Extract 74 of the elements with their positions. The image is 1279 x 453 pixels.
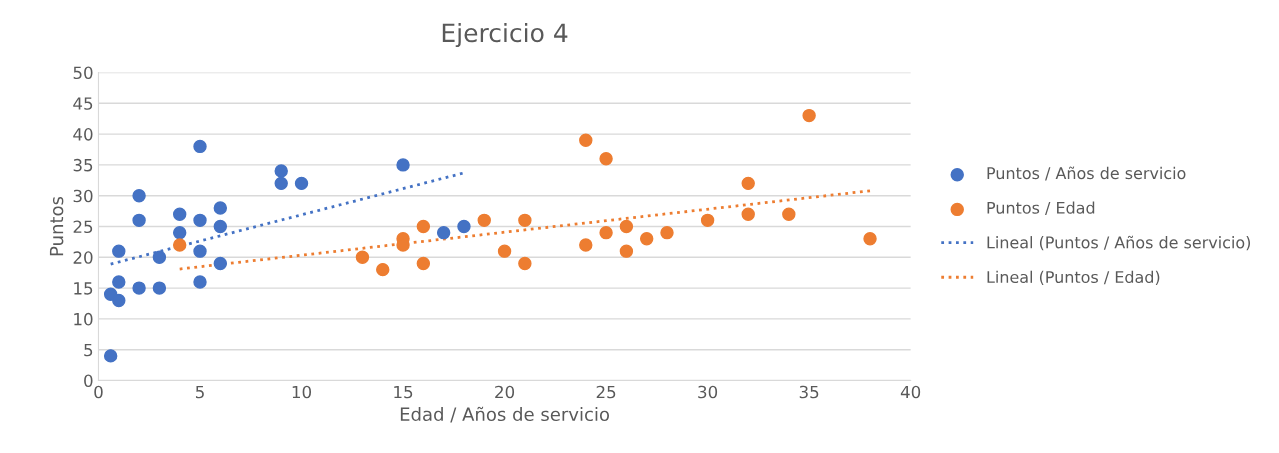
- point: [193, 213, 207, 228]
- point: [782, 207, 796, 221]
- point: [274, 176, 288, 191]
- point: [599, 152, 613, 166]
- point: [416, 256, 431, 271]
- point: [497, 244, 512, 258]
- point: [132, 188, 146, 203]
- point: [619, 244, 634, 258]
- y-tick-label: 10: [74, 312, 93, 326]
- y-tick-label: 15: [74, 282, 93, 295]
- x-axis-title: Edad / Años de servicio: [400, 406, 610, 423]
- y-tick-label: 50: [73, 66, 93, 80]
- point: [416, 219, 431, 234]
- x-tick-label: 10: [292, 385, 312, 399]
- point: [619, 219, 634, 234]
- x-tick-label: 0: [94, 385, 103, 399]
- y-tick-label: 40: [73, 128, 93, 141]
- point: [132, 281, 146, 295]
- point: [172, 207, 187, 221]
- x-tick-label: 20: [495, 385, 515, 399]
- point: [112, 244, 126, 258]
- point: [660, 225, 674, 240]
- point: [579, 238, 593, 252]
- point: [355, 250, 370, 265]
- point: [172, 238, 187, 252]
- point: [193, 139, 207, 154]
- legend-label: Puntos / Años de servicio: [987, 166, 1186, 181]
- x-tick-label: 35: [799, 385, 819, 399]
- legend-label: Lineal (Puntos / Edad): [987, 270, 1160, 285]
- y-tick-label: 30: [73, 189, 93, 203]
- y-tick-label: 25: [73, 220, 93, 234]
- point: [193, 275, 207, 289]
- y-tick-label: 35: [73, 158, 93, 172]
- point: [294, 176, 309, 191]
- point: [274, 164, 288, 178]
- chart-title: Ejercicio 4: [442, 22, 568, 48]
- point: [599, 225, 613, 240]
- point: [112, 275, 126, 289]
- point: [376, 262, 390, 277]
- legend-label: Puntos / Edad: [987, 201, 1095, 216]
- point: [477, 213, 491, 228]
- y-tick-label: 5: [84, 343, 93, 357]
- point: [802, 108, 816, 123]
- point: [112, 293, 126, 308]
- x-tick-label: 15: [394, 385, 413, 399]
- point: [213, 256, 228, 271]
- point: [396, 158, 410, 172]
- point: [741, 207, 755, 221]
- point: [639, 232, 654, 246]
- legend-label: Lineal (Puntos / Años de servicio): [987, 235, 1251, 251]
- y-tick-label: 45: [73, 97, 93, 110]
- point: [103, 349, 118, 363]
- point: [213, 201, 228, 215]
- point: [152, 281, 167, 295]
- point: [741, 176, 755, 191]
- point: [172, 225, 187, 240]
- point: [132, 213, 146, 228]
- point: [213, 219, 228, 234]
- point: [152, 250, 167, 265]
- point: [436, 225, 451, 240]
- y-axis-title: Puntos: [49, 196, 64, 256]
- y-tick-label: 0: [84, 374, 93, 388]
- point: [457, 219, 471, 234]
- point: [863, 232, 877, 246]
- y-tick-label: 20: [73, 251, 93, 264]
- point: [518, 256, 532, 271]
- point: [193, 244, 207, 258]
- x-tick-label: 25: [596, 385, 616, 399]
- x-tick-label: 30: [698, 385, 718, 399]
- point: [518, 213, 532, 228]
- x-tick-label: 40: [900, 385, 921, 399]
- point: [700, 213, 715, 228]
- point: [579, 133, 593, 147]
- x-tick-label: 5: [195, 385, 204, 399]
